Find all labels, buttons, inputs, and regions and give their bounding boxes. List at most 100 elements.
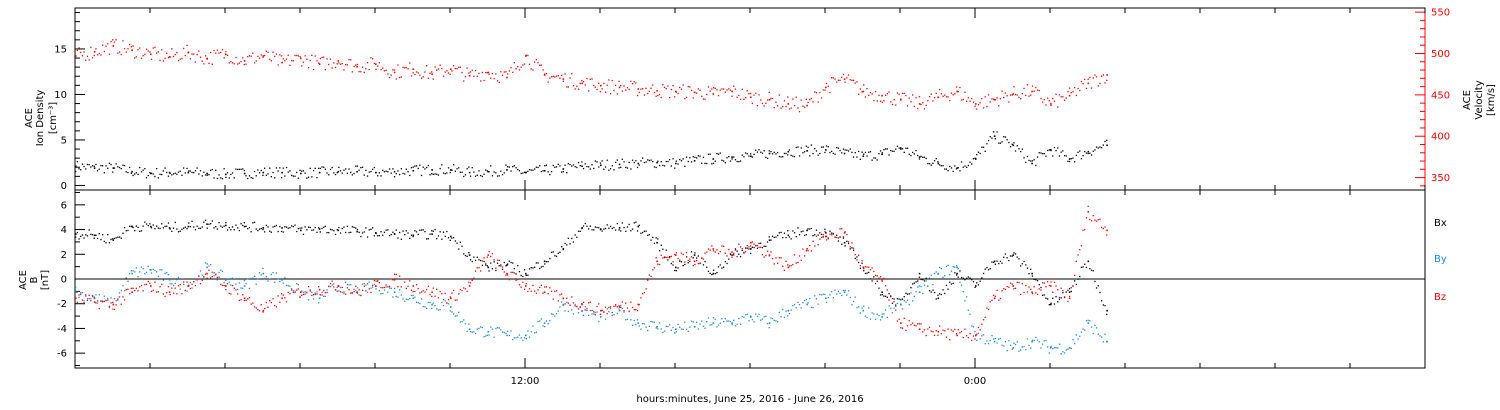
ion-density-point	[702, 156, 705, 158]
bx-point	[147, 225, 149, 227]
ion-density-point	[528, 169, 531, 171]
bx-point	[647, 234, 649, 236]
bz-point	[1055, 285, 1057, 287]
bx-point	[918, 276, 921, 278]
by-point	[420, 298, 423, 300]
velocity-point	[562, 80, 564, 82]
ion-density-point	[176, 173, 178, 175]
bx-point	[950, 283, 953, 285]
bz-point	[189, 287, 191, 290]
bz-point	[562, 297, 564, 300]
bz-point	[598, 303, 600, 305]
ion-density-point	[444, 173, 446, 175]
by-point	[581, 310, 583, 312]
bx-point	[83, 237, 85, 239]
by-point	[478, 327, 480, 329]
velocity-point	[108, 53, 111, 55]
velocity-point	[765, 102, 767, 104]
ion-density-point	[1035, 164, 1037, 167]
velocity-point	[350, 59, 352, 61]
ion-density-point	[810, 144, 813, 146]
by-point	[719, 322, 721, 324]
bx-point	[216, 228, 218, 230]
bx-point	[503, 261, 505, 264]
bz-point	[922, 331, 924, 333]
b-axis-label-name: B	[29, 276, 40, 283]
velocity-point	[264, 54, 266, 57]
by-point	[1014, 343, 1017, 346]
bx-point	[1038, 284, 1040, 286]
bx-point	[174, 221, 176, 224]
velocity-point	[893, 99, 895, 101]
ion-density-point	[296, 171, 298, 174]
by-point	[1011, 348, 1013, 350]
bx-point	[186, 228, 188, 230]
by-point	[117, 299, 119, 301]
bx-point	[218, 222, 220, 224]
by-point	[773, 319, 775, 321]
ion-density-point	[635, 160, 637, 162]
velocity-point	[248, 55, 251, 57]
bz-point	[982, 319, 985, 321]
by-point	[1047, 346, 1049, 348]
bz-point	[615, 304, 617, 306]
bx-point	[337, 229, 340, 232]
ion-density-point	[210, 169, 212, 171]
by-point	[1009, 344, 1012, 346]
bz-point	[532, 284, 534, 287]
velocity-point	[807, 101, 809, 104]
bz-point	[253, 306, 256, 308]
by-point	[640, 328, 642, 330]
bz-point	[441, 293, 443, 295]
velocity-point	[372, 58, 374, 60]
bx-point	[782, 237, 784, 239]
ion-density-point	[312, 170, 315, 172]
bz-point	[775, 257, 777, 259]
bz-point	[417, 287, 419, 290]
bz-point	[145, 283, 148, 286]
ion-density-point	[750, 155, 752, 157]
bz-point	[547, 293, 549, 295]
by-point	[485, 335, 487, 337]
velocity-point	[626, 87, 629, 89]
bz-point	[501, 266, 504, 268]
bx-point	[439, 231, 441, 233]
by-point	[709, 324, 711, 326]
ion-density-point	[225, 176, 227, 178]
velocity-point	[471, 69, 473, 71]
bx-point	[895, 305, 897, 307]
bz-point	[658, 263, 661, 266]
ion-density-point	[206, 172, 208, 175]
bx-point	[750, 252, 752, 255]
bz-point	[1048, 284, 1050, 287]
bz-point	[956, 334, 958, 337]
bx-point	[744, 247, 747, 249]
velocity-point	[292, 60, 294, 62]
ion-density-point	[768, 152, 771, 155]
by-point	[807, 302, 809, 304]
bz-point	[478, 267, 480, 269]
bx-point	[248, 226, 251, 229]
bx-point	[453, 237, 455, 239]
bx-point	[424, 231, 426, 233]
bx-point	[748, 248, 750, 250]
bz-point	[675, 254, 677, 256]
bz-point	[663, 256, 666, 258]
ion-density-point	[461, 171, 463, 173]
velocity-point	[388, 76, 391, 79]
bz-point	[831, 234, 833, 236]
velocity-axis-label-top: ACE	[1462, 90, 1473, 110]
bx-point	[820, 233, 823, 235]
ion-density-point	[1030, 160, 1032, 162]
bx-point	[383, 231, 386, 233]
velocity-point	[1068, 87, 1071, 89]
ion-density-point	[960, 161, 963, 163]
by-point	[323, 295, 325, 297]
velocity-point	[1104, 82, 1106, 84]
bz-point	[798, 255, 801, 257]
bx-point	[1053, 303, 1056, 305]
bz-point	[262, 311, 264, 313]
by-point	[350, 284, 352, 286]
velocity-point	[620, 84, 622, 87]
bz-point	[761, 254, 764, 256]
